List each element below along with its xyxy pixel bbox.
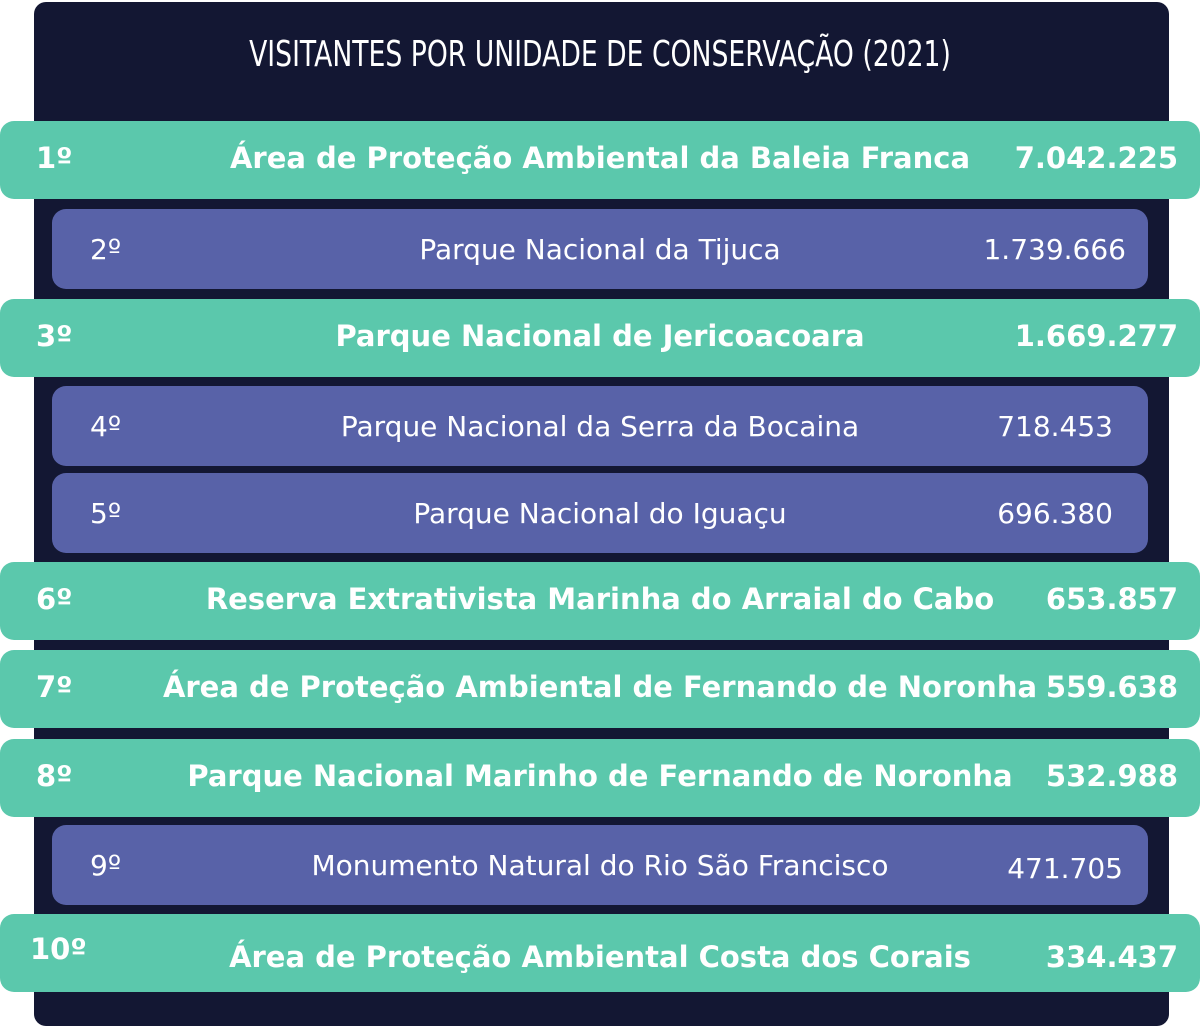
chart-title: VISITANTES POR UNIDADE DE CONSERVAÇÃO (2…	[249, 34, 951, 75]
rank-label: 3º	[36, 319, 73, 353]
table-row: 6º Reserva Extrativista Marinha do Arrai…	[0, 562, 1200, 640]
visitor-count: 559.638	[1045, 670, 1178, 704]
table-row: 10º Área de Proteção Ambiental Costa dos…	[0, 914, 1200, 992]
visitor-count: 1.739.666	[983, 233, 1126, 266]
visitor-count: 696.380	[997, 497, 1113, 530]
unit-name: Reserva Extrativista Marinha do Arraial …	[205, 582, 995, 616]
table-row: 8º Parque Nacional Marinho de Fernando d…	[0, 739, 1200, 817]
rank-label: 8º	[36, 759, 73, 793]
rank-label: 1º	[36, 141, 73, 175]
visitor-count: 334.437	[1045, 940, 1178, 974]
table-row: 1º Área de Proteção Ambiental da Baleia …	[0, 121, 1200, 199]
visitor-count: 7.042.225	[1014, 141, 1178, 175]
unit-name: Parque Nacional da Serra da Bocaina	[340, 410, 860, 443]
table-row: 4º Parque Nacional da Serra da Bocaina 7…	[52, 386, 1148, 466]
rank-label: 10º	[30, 932, 87, 966]
rank-label: 4º	[90, 410, 122, 443]
unit-name: Área de Proteção Ambiental de Fernando d…	[162, 670, 1038, 704]
visitor-count: 532.988	[1045, 759, 1178, 793]
rank-label: 9º	[90, 849, 122, 882]
visitor-count: 718.453	[997, 410, 1113, 443]
table-row: 9º Monumento Natural do Rio São Francisc…	[52, 825, 1148, 905]
unit-name: Área de Proteção Ambiental da Baleia Fra…	[229, 141, 971, 175]
rank-label: 6º	[36, 582, 73, 616]
table-row: 5º Parque Nacional do Iguaçu 696.380	[52, 473, 1148, 553]
unit-name: Parque Nacional Marinho de Fernando de N…	[187, 759, 1013, 793]
rank-label: 7º	[36, 670, 73, 704]
table-row: 7º Área de Proteção Ambiental de Fernand…	[0, 650, 1200, 728]
unit-name: Área de Proteção Ambiental Costa dos Cor…	[229, 940, 971, 974]
rank-label: 5º	[90, 497, 122, 530]
unit-name: Monumento Natural do Rio São Francisco	[311, 849, 889, 882]
table-row: 3º Parque Nacional de Jericoacoara 1.669…	[0, 299, 1200, 377]
rank-label: 2º	[90, 233, 122, 266]
unit-name: Parque Nacional do Iguaçu	[413, 497, 787, 530]
unit-name: Parque Nacional de Jericoacoara	[335, 319, 865, 353]
table-row: 2º Parque Nacional da Tijuca 1.739.666	[52, 209, 1148, 289]
visitor-count: 653.857	[1045, 582, 1178, 616]
visitor-count: 471.705	[1007, 852, 1123, 885]
visitor-count: 1.669.277	[1014, 319, 1178, 353]
unit-name: Parque Nacional da Tijuca	[419, 233, 781, 266]
